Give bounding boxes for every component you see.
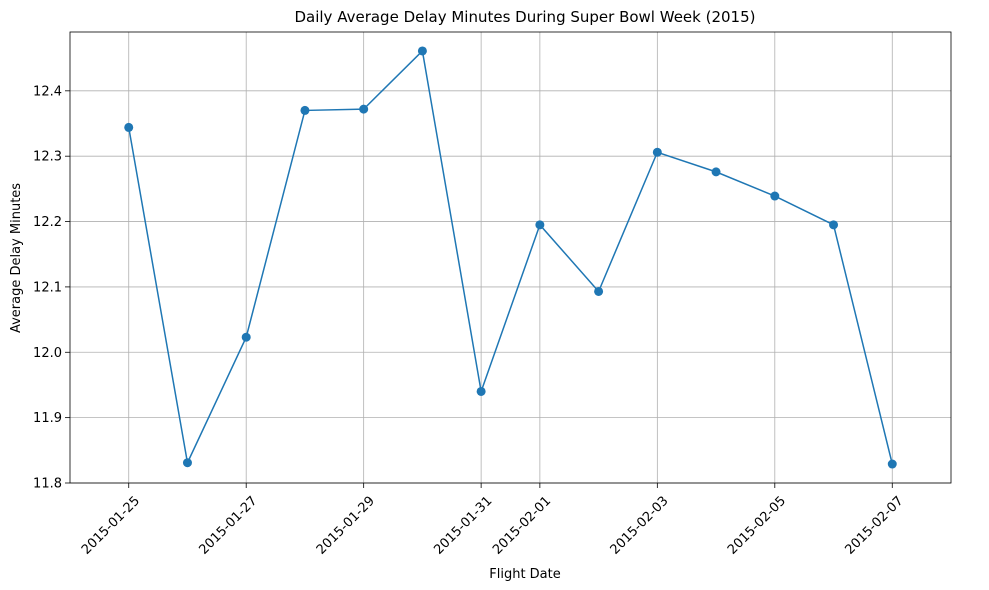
data-point (124, 122, 134, 132)
data-point (887, 459, 897, 469)
data-point (594, 286, 604, 296)
data-point (711, 167, 721, 177)
x-tick-label: 2015-02-01 (490, 494, 554, 558)
x-tick-label: 2015-01-29 (314, 494, 378, 558)
x-tick-label: 2015-02-03 (608, 494, 672, 558)
x-tick-label: 2015-01-25 (79, 494, 143, 558)
data-point (241, 332, 251, 342)
data-point (300, 105, 310, 115)
grid-layer (70, 32, 951, 484)
y-tick-label: 12.0 (33, 346, 62, 361)
data-point (417, 46, 427, 56)
data-point (476, 386, 486, 396)
y-tick-label: 12.1 (33, 280, 62, 295)
data-point (652, 147, 662, 157)
x-tick-label: 2015-01-27 (196, 494, 260, 558)
data-point (829, 220, 839, 230)
plot-frame (69, 31, 952, 484)
x-tick-label: 2015-02-05 (725, 494, 789, 558)
x-tick-label: 2015-01-31 (431, 494, 495, 558)
data-point (359, 104, 369, 114)
series-layer (124, 46, 897, 469)
data-point (770, 191, 780, 201)
data-point (182, 458, 192, 468)
ticks-layer: 2015-01-25 2015-01-27 2015-01-29 2015-01-31… (33, 84, 906, 557)
x-axis-label: Flight Date (489, 567, 561, 582)
series-line (127, 49, 893, 466)
y-tick-label: 11.8 (33, 477, 62, 492)
y-axis-label: Average Delay Minutes (9, 183, 24, 333)
axes-layer (69, 31, 952, 484)
y-tick-label: 12.2 (33, 215, 62, 230)
chart-title: Daily Average Delay Minutes During Super… (294, 8, 755, 26)
x-tick-label: 2015-02-07 (842, 494, 906, 558)
y-tick-label: 12.3 (33, 150, 62, 165)
data-point (535, 220, 545, 230)
y-tick-label: 11.9 (33, 411, 62, 426)
y-tick-label: 12.4 (33, 84, 62, 99)
